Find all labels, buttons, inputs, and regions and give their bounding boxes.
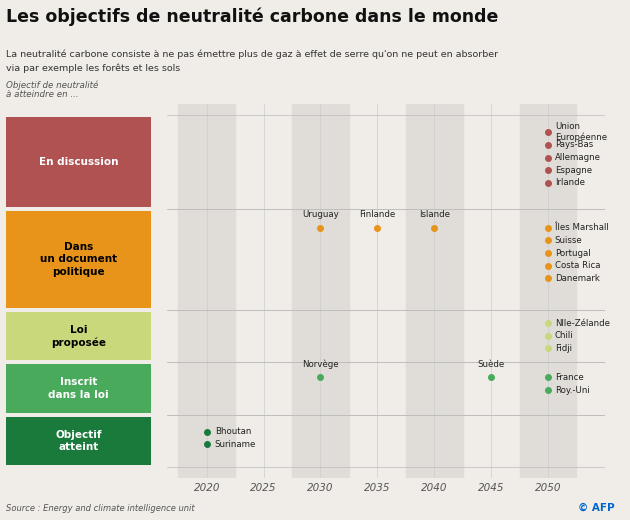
- Text: Objectif de neutralité: Objectif de neutralité: [6, 81, 99, 90]
- Bar: [406, 104, 462, 478]
- Text: via par exemple les forêts et les sols: via par exemple les forêts et les sols: [6, 63, 181, 73]
- Text: Loi
proposée: Loi proposée: [51, 324, 106, 348]
- Text: La neutralité carbone consiste à ne pas émettre plus de gaz à effet de serre qu': La neutralité carbone consiste à ne pas …: [6, 49, 498, 59]
- Text: Îles Marshall: Îles Marshall: [555, 223, 609, 232]
- Text: Suède: Suède: [478, 360, 505, 369]
- Text: Fidji: Fidji: [555, 344, 572, 353]
- Text: Source : Energy and climate intelligence unit: Source : Energy and climate intelligence…: [6, 504, 195, 513]
- Bar: [178, 104, 235, 478]
- Text: Suriname: Suriname: [215, 440, 256, 449]
- Text: France: France: [555, 373, 583, 382]
- Text: Danemark: Danemark: [555, 274, 600, 283]
- Text: Nlle-Zélande: Nlle-Zélande: [555, 319, 610, 328]
- Text: Pays-Bas: Pays-Bas: [555, 140, 593, 149]
- Text: En discussion: En discussion: [39, 157, 118, 167]
- Text: Roy.-Uni: Roy.-Uni: [555, 385, 590, 395]
- Text: Objectif
atteint: Objectif atteint: [55, 430, 102, 452]
- Text: Chili: Chili: [555, 331, 573, 340]
- Bar: [292, 104, 349, 478]
- Text: Espagne: Espagne: [555, 166, 592, 175]
- Text: Irlande: Irlande: [555, 178, 585, 188]
- Text: à atteindre en ...: à atteindre en ...: [6, 90, 79, 99]
- Text: Islande: Islande: [419, 210, 450, 219]
- Text: Union
Européenne: Union Européenne: [555, 122, 607, 142]
- Text: Bhoutan: Bhoutan: [215, 427, 251, 436]
- Text: Costa Rica: Costa Rica: [555, 261, 600, 270]
- Bar: [520, 104, 576, 478]
- Text: © AFP: © AFP: [578, 503, 614, 513]
- Text: Uruguay: Uruguay: [302, 210, 339, 219]
- Text: Dans
un document
politique: Dans un document politique: [40, 242, 117, 277]
- Text: Inscrit
dans la loi: Inscrit dans la loi: [49, 378, 109, 400]
- Text: Norvège: Norvège: [302, 359, 339, 369]
- Text: Allemagne: Allemagne: [555, 153, 601, 162]
- Text: Portugal: Portugal: [555, 249, 590, 257]
- Text: Finlande: Finlande: [359, 210, 396, 219]
- Text: Les objectifs de neutralité carbone dans le monde: Les objectifs de neutralité carbone dans…: [6, 8, 499, 27]
- Text: Suisse: Suisse: [555, 236, 583, 245]
